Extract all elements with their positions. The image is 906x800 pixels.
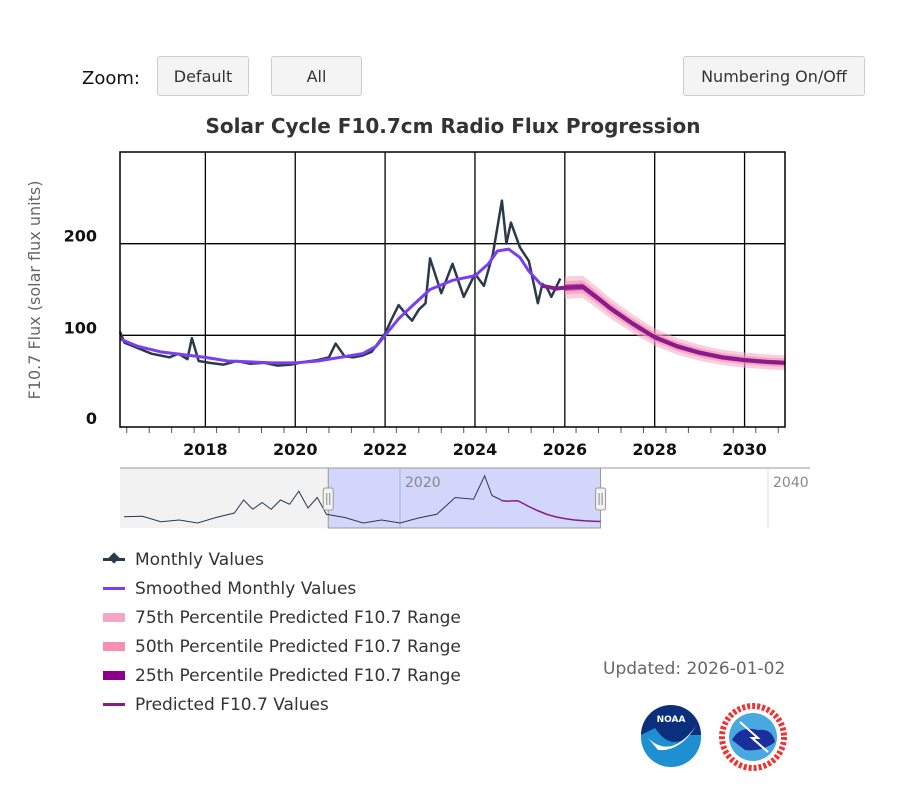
- diamond-line-icon: [103, 552, 125, 564]
- legend-item-p25[interactable]: 25th Percentile Predicted F10.7 Range: [103, 661, 461, 690]
- grid: [120, 152, 785, 427]
- legend-label: 50th Percentile Predicted F10.7 Range: [135, 636, 461, 657]
- navigator-predicted: [501, 499, 601, 523]
- legend-item-predicted[interactable]: Predicted F10.7 Values: [103, 690, 461, 719]
- y-tick-label: 100: [64, 318, 97, 337]
- navigator-series: [123, 474, 502, 524]
- numbering-toggle-button[interactable]: Numbering On/Off: [683, 56, 865, 96]
- x-tick-label: 2020: [273, 440, 318, 459]
- monthly-values-line: [118, 199, 562, 367]
- x-tick-label: 2018: [183, 440, 228, 459]
- y-tick-label: 200: [64, 227, 97, 246]
- zoom-all-button[interactable]: All: [271, 56, 362, 96]
- navigator-handle[interactable]: [322, 487, 334, 511]
- legend-item-monthly[interactable]: Monthly Values: [103, 545, 461, 574]
- x-tick-label: 2024: [453, 440, 498, 459]
- y-tick-label: 0: [86, 409, 97, 428]
- zoom-label: Zoom:: [82, 68, 140, 89]
- legend-item-smoothed[interactable]: Smoothed Monthly Values: [103, 574, 461, 603]
- x-tick-label: 2026: [543, 440, 588, 459]
- legend-item-p50[interactable]: 50th Percentile Predicted F10.7 Range: [103, 632, 461, 661]
- x-tick-label: 2030: [722, 440, 767, 459]
- navigator-tick-label: 2020: [405, 475, 441, 491]
- zoom-default-button[interactable]: Default: [157, 56, 249, 96]
- updated-date: Updated: 2026-01-02: [603, 659, 786, 679]
- chart-title: Solar Cycle F10.7cm Radio Flux Progressi…: [205, 114, 701, 138]
- band-75th: [564, 275, 785, 371]
- x-tick-label: 2028: [632, 440, 677, 459]
- smoothed-values-line: [119, 247, 544, 365]
- navigator: 2020 2040: [120, 467, 810, 529]
- x-tick-label: 2022: [363, 440, 408, 459]
- area-swatch-icon: [103, 671, 125, 680]
- legend-label: 75th Percentile Predicted F10.7 Range: [135, 607, 461, 628]
- series-lines: [118, 199, 786, 367]
- axes: 2018 2020 2022 2024 2026 2028 2030 0 100 200: [64, 151, 786, 459]
- area-swatch-icon: [103, 613, 125, 622]
- legend-label: Smoothed Monthly Values: [135, 578, 357, 599]
- y-axis-label: F10.7 Flux (solar flux units): [25, 181, 44, 400]
- legend-item-p75[interactable]: 75th Percentile Predicted F10.7 Range: [103, 603, 461, 632]
- legend-label: Predicted F10.7 Values: [135, 694, 329, 715]
- legend: Monthly Values Smoothed Monthly Values 7…: [103, 545, 461, 719]
- line-icon: [103, 587, 125, 590]
- plot-border: [119, 151, 786, 428]
- navigator-handle[interactable]: [595, 487, 607, 511]
- navigator-tick-label: 2040: [773, 475, 809, 491]
- prediction-bands: [564, 275, 785, 371]
- legend-label: Monthly Values: [135, 549, 265, 570]
- area-swatch-icon: [103, 642, 125, 651]
- predicted-values-line: [541, 283, 786, 365]
- line-icon: [103, 703, 125, 706]
- legend-label: 25th Percentile Predicted F10.7 Range: [135, 665, 461, 686]
